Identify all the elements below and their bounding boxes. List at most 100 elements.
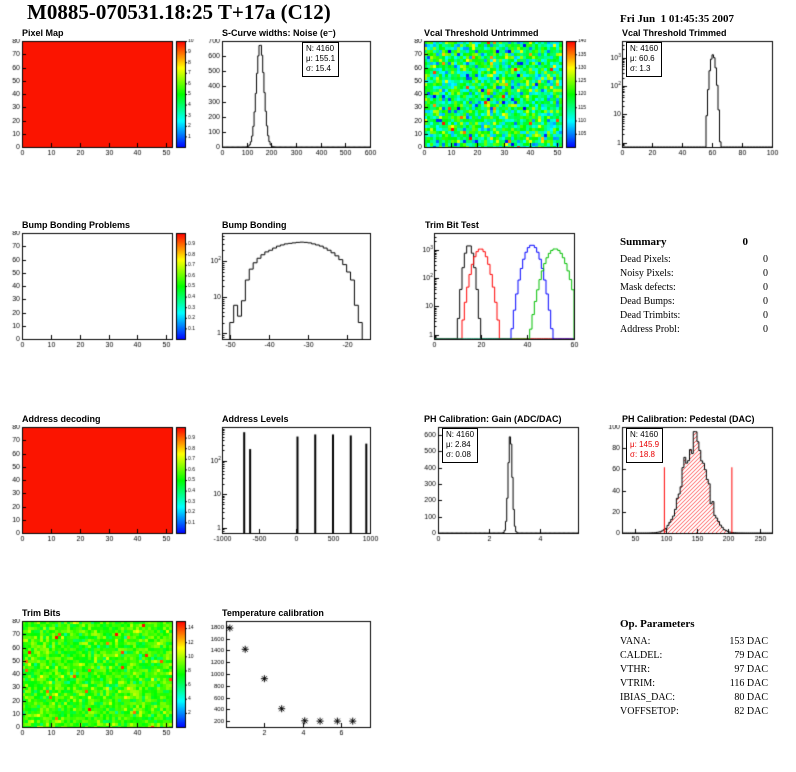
stats-box: N: 4160 μ: 2.84 σ: 0.08 <box>442 428 479 463</box>
plot-title: Bump Bonding <box>222 220 287 230</box>
summary-value: 0 <box>763 324 768 335</box>
stats-mean: μ: 145.9 <box>630 440 660 449</box>
bump-problems-chart <box>10 231 202 357</box>
plot-trim-bits: Trim Bits <box>10 608 202 758</box>
summary-value: 0 <box>763 310 768 321</box>
op-parameters-heading: Op. Parameters <box>620 618 695 630</box>
pixel-map-chart <box>10 39 202 165</box>
plot-title: S-Curve widths: Noise (e⁻) <box>222 28 336 38</box>
plot-ph-gain: PH Calibration: Gain (ADC/DAC) N: 4160 μ… <box>412 414 604 564</box>
op-parameter-label: CALDEL: <box>620 650 663 661</box>
op-parameter-row: VTRIM: 116 DAC <box>620 677 768 691</box>
plot-title: Bump Bonding Problems <box>22 220 130 230</box>
plot-pixel-map: Pixel Map <box>10 28 202 178</box>
stats-entries: N: 4160 <box>630 430 659 439</box>
stats-sigma: σ: 15.4 <box>306 64 331 73</box>
plot-address-levels: Address Levels <box>196 414 388 564</box>
trim-bits-chart <box>10 619 202 745</box>
op-parameter-row: VOFFSETOP: 82 DAC <box>620 705 768 719</box>
address-levels-chart <box>196 425 388 551</box>
plot-title: PH Calibration: Gain (ADC/DAC) <box>424 414 562 424</box>
op-parameter-row: VANA: 153 DAC <box>620 635 768 649</box>
op-parameter-label: VTRIM: <box>620 678 655 689</box>
stats-box: N: 4160 μ: 60.6 σ: 1.3 <box>626 42 663 77</box>
plot-trim-bit-test: Trim Bit Test <box>412 220 604 370</box>
plot-vcal-trimmed: Vcal Threshold Trimmed N: 4160 μ: 60.6 σ… <box>596 28 788 178</box>
op-parameters-panel: Op. Parameters VANA: 153 DAC CALDEL: 79 … <box>620 618 768 719</box>
plot-scurve-noise: S-Curve widths: Noise (e⁻) N: 4160 μ: 15… <box>196 28 388 178</box>
summary-label: Dead Pixels: <box>620 254 671 265</box>
ph-gain-chart <box>412 425 604 551</box>
op-parameter-value: 97 DAC <box>734 664 768 675</box>
stats-mean: μ: 60.6 <box>630 54 655 63</box>
address-decoding-chart <box>10 425 202 551</box>
summary-heading: Summary <box>620 236 667 248</box>
plot-title: Temperature calibration <box>222 608 324 618</box>
timestamp: Fri Jun 1 01:45:35 2007 <box>620 13 734 25</box>
op-parameter-value: 153 DAC <box>729 636 768 647</box>
op-parameter-label: IBIAS_DAC: <box>620 692 676 703</box>
summary-label: Dead Trimbits: <box>620 310 681 321</box>
plot-vcal-untrimmed: Vcal Threshold Untrimmed <box>412 28 604 178</box>
summary-label: Noisy Pixels: <box>620 268 674 279</box>
stats-sigma: σ: 1.3 <box>630 64 651 73</box>
plot-bump-bonding-problems: Bump Bonding Problems <box>10 220 202 370</box>
op-parameter-value: 116 DAC <box>729 678 768 689</box>
plot-temperature-calibration: Temperature calibration <box>196 608 388 758</box>
plot-title: Vcal Threshold Untrimmed <box>424 28 539 38</box>
scurve-noise-chart <box>196 39 388 165</box>
op-parameter-value: 79 DAC <box>734 650 768 661</box>
plot-ph-pedestal: PH Calibration: Pedestal (DAC) N: 4160 μ… <box>596 414 788 564</box>
plot-title: Trim Bits <box>22 608 61 618</box>
summary-total: 0 <box>742 236 749 248</box>
stats-mean: μ: 155.1 <box>306 54 336 63</box>
op-parameter-row: CALDEL: 79 DAC <box>620 649 768 663</box>
stats-sigma: σ: 0.08 <box>446 450 471 459</box>
stats-sigma: σ: 18.8 <box>630 450 655 459</box>
summary-panel: Summary 0 Dead Pixels: 0 Noisy Pixels: 0… <box>620 236 768 337</box>
plot-title: Address decoding <box>22 414 101 424</box>
plot-title: Trim Bit Test <box>425 220 479 230</box>
plot-title: Vcal Threshold Trimmed <box>622 28 727 38</box>
op-parameter-value: 80 DAC <box>734 692 768 703</box>
op-parameter-label: VTHR: <box>620 664 650 675</box>
plot-title: Address Levels <box>222 414 289 424</box>
plot-bump-bonding: Bump Bonding <box>196 220 388 370</box>
op-parameter-row: IBIAS_DAC: 80 DAC <box>620 691 768 705</box>
summary-row: Dead Bumps: 0 <box>620 295 768 309</box>
summary-row: Mask defects: 0 <box>620 281 768 295</box>
temperature-calibration-chart <box>196 619 388 745</box>
summary-row: Noisy Pixels: 0 <box>620 267 768 281</box>
trim-bit-test-chart <box>412 231 604 357</box>
summary-value: 0 <box>763 296 768 307</box>
op-parameter-row: VTHR: 97 DAC <box>620 663 768 677</box>
ph-pedestal-chart <box>596 425 788 551</box>
plot-title: PH Calibration: Pedestal (DAC) <box>622 414 755 424</box>
summary-row: Dead Trimbits: 0 <box>620 309 768 323</box>
op-parameter-label: VANA: <box>620 636 651 647</box>
stats-entries: N: 4160 <box>306 44 335 53</box>
stats-entries: N: 4160 <box>630 44 659 53</box>
summary-heading-row: Summary 0 <box>620 236 768 248</box>
plot-address-decoding: Address decoding <box>10 414 202 564</box>
summary-value: 0 <box>763 268 768 279</box>
stats-box: N: 4160 μ: 155.1 σ: 15.4 <box>302 42 340 77</box>
stats-entries: N: 4160 <box>446 430 475 439</box>
stats-box: N: 4160 μ: 145.9 σ: 18.8 <box>626 428 664 463</box>
bump-bonding-chart <box>196 231 388 357</box>
stats-mean: μ: 2.84 <box>446 440 471 449</box>
summary-row: Dead Pixels: 0 <box>620 253 768 267</box>
summary-value: 0 <box>763 282 768 293</box>
vcal-untrimmed-chart <box>412 39 604 165</box>
op-parameters-heading-row: Op. Parameters <box>620 618 768 630</box>
op-parameter-value: 82 DAC <box>734 706 768 717</box>
summary-label: Address Probl: <box>620 324 680 335</box>
page-title: M0885-070531.18:25 T+17a (C12) <box>27 0 331 24</box>
vcal-trimmed-chart <box>596 39 788 165</box>
plot-title: Pixel Map <box>22 28 64 38</box>
summary-row: Address Probl: 0 <box>620 323 768 337</box>
op-parameter-label: VOFFSETOP: <box>620 706 679 717</box>
summary-label: Mask defects: <box>620 282 676 293</box>
summary-value: 0 <box>763 254 768 265</box>
